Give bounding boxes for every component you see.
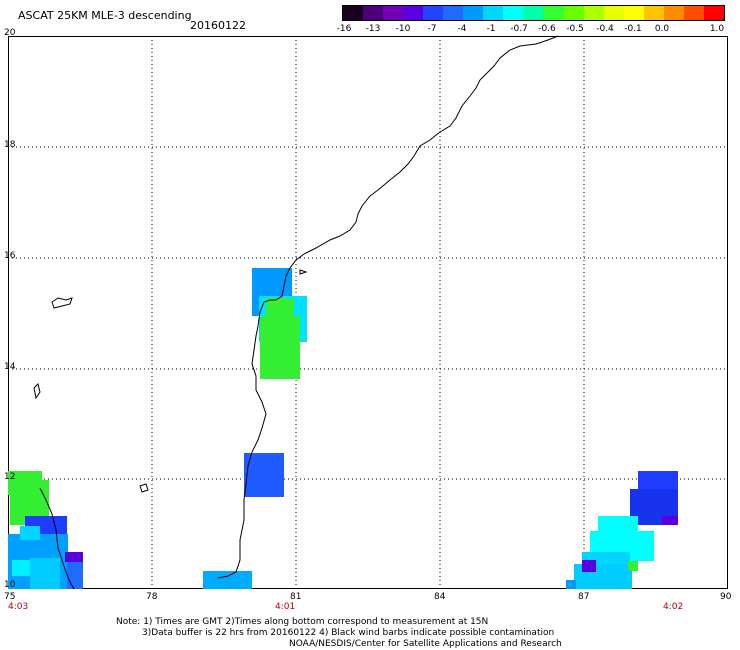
lat-label: 14: [4, 362, 16, 372]
colorbar-swatch: [503, 6, 524, 20]
colorbar-swatch: [403, 6, 424, 20]
data-cell: [20, 526, 40, 540]
colorbar-swatch: [423, 6, 444, 20]
colorbar-tick: -1: [486, 24, 496, 34]
colorbar-swatch: [603, 6, 624, 20]
lon-label: 78: [146, 592, 158, 602]
wind-data-cells: [8, 268, 678, 589]
colorbar-swatch: [443, 6, 464, 20]
colorbar-tick: -0.4: [596, 24, 614, 34]
map-date: 20160122: [190, 19, 246, 32]
coastline-india-east: [217, 35, 559, 579]
colorbar-tick: 0.0: [654, 24, 670, 34]
data-cell: [582, 560, 596, 572]
time-label: 4:02: [663, 602, 684, 612]
colorbar-tick: -0.5: [566, 24, 584, 34]
data-cell: [67, 562, 83, 589]
colorbar-tick: -16: [336, 24, 352, 34]
data-cell: [266, 298, 294, 318]
island: [139, 483, 149, 493]
colorbar-swatch: [483, 6, 504, 20]
map-frame: [8, 36, 728, 589]
lat-label: 10: [4, 580, 16, 590]
data-cell: [260, 316, 300, 379]
data-cell: [12, 560, 30, 576]
data-cell: [598, 516, 638, 534]
data-cell: [30, 558, 60, 589]
colorbar-swatch: [703, 6, 724, 20]
coastline: [33, 35, 559, 590]
data-cell: [662, 516, 678, 525]
colorbar-swatch: [343, 6, 364, 20]
colorbar-swatch: [363, 6, 384, 20]
colorbar-tick: -7: [427, 24, 437, 34]
lat-label: 16: [4, 251, 16, 261]
colorbar-swatch: [543, 6, 564, 20]
colorbar-tick: -0.7: [510, 24, 528, 34]
colorbar-swatch: [583, 6, 604, 20]
colorbar-tick: -0.6: [538, 24, 556, 34]
data-cell: [566, 580, 576, 589]
data-cell: [65, 552, 83, 562]
data-cell: [244, 453, 284, 497]
note-line-1: Note: 1) Times are GMT 2)Times along bot…: [116, 617, 489, 627]
lon-label: 81: [290, 592, 302, 602]
colorbar-tick: -4: [457, 24, 467, 34]
coastline-sri-lanka: [39, 487, 75, 590]
colorbar-ticks: -16 -13 -10 -7 -4 -1 -0.7 -0.6 -0.5 -0.4…: [0, 24, 740, 38]
colorbar-tick: 1.0: [709, 24, 725, 34]
island: [299, 269, 308, 275]
note-line-2: 3)Data buffer is 22 hrs from 20160122 4)…: [142, 628, 555, 638]
colorbar-swatch: [643, 6, 664, 20]
colorbar-swatch: [463, 6, 484, 20]
note-line-3: NOAA/NESDIS/Center for Satellite Applica…: [289, 639, 562, 649]
time-label: 4:01: [275, 602, 296, 612]
colorbar-tick: -0.1: [624, 24, 642, 34]
colorbar-swatch: [663, 6, 684, 20]
lat-label: 20: [4, 28, 16, 38]
lon-label: 87: [578, 592, 590, 602]
colorbar-swatch: [523, 6, 544, 20]
time-label: 4:03: [8, 602, 29, 612]
lat-label: 12: [4, 472, 16, 482]
data-cell: [203, 571, 252, 589]
colorbar-tick: -13: [365, 24, 381, 34]
lat-label: 18: [4, 140, 16, 150]
colorbar-swatch: [383, 6, 404, 20]
data-cell: [628, 561, 638, 571]
island: [51, 297, 73, 309]
colorbar: [342, 5, 725, 21]
lon-label: 84: [434, 592, 446, 602]
colorbar-tick: -10: [395, 24, 411, 34]
lon-label: 90: [720, 592, 732, 602]
colorbar-swatch: [563, 6, 584, 20]
map-title: ASCAT 25KM MLE-3 descending: [18, 9, 192, 22]
colorbar-swatch: [623, 6, 644, 20]
lon-label: 75: [4, 592, 16, 602]
island: [33, 383, 41, 400]
gridlines: [8, 36, 728, 589]
colorbar-swatch: [683, 6, 704, 20]
